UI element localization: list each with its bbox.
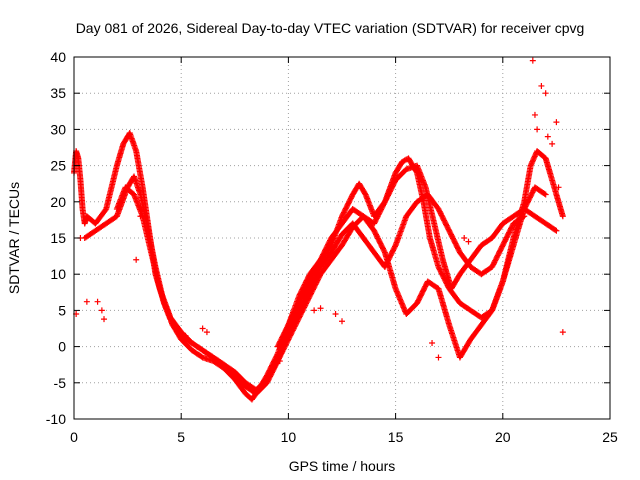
data-point — [461, 235, 468, 241]
y-tick-label: 30 — [50, 121, 66, 137]
data-point — [101, 316, 108, 323]
chart-title: Day 081 of 2026, Sidereal Day-to-day VTE… — [76, 20, 585, 36]
x-tick-label: 0 — [70, 429, 78, 445]
y-tick-label: 0 — [58, 339, 66, 355]
data-point — [317, 305, 324, 312]
y-tick-label: 35 — [50, 85, 66, 101]
x-tick-label: 10 — [281, 429, 297, 445]
y-tick-label: 40 — [50, 49, 66, 65]
data-point — [182, 332, 189, 339]
x-tick-label: 25 — [602, 429, 618, 445]
data-point — [531, 111, 538, 118]
data-point — [538, 82, 545, 89]
data-points — [71, 57, 566, 403]
y-tick-label: -10 — [46, 411, 66, 427]
data-point — [276, 358, 283, 365]
x-tick-label: 15 — [388, 429, 404, 445]
data-point — [435, 354, 442, 361]
data-point-interp — [541, 190, 548, 197]
data-point — [534, 126, 541, 133]
data-point — [94, 298, 101, 305]
y-tick-label: 15 — [50, 230, 66, 246]
data-point — [429, 339, 436, 346]
axis-ticks: -10 -5 0 5 10 15 20 25 30 35 40 0 5 10 15 20 25 — [46, 49, 618, 445]
data-point — [83, 298, 90, 305]
data-point — [332, 311, 339, 318]
x-tick-label: 5 — [177, 429, 185, 445]
data-point — [553, 119, 560, 126]
data-point-interp — [552, 226, 559, 233]
data-point — [529, 57, 536, 64]
x-axis-label: GPS time / hours — [289, 458, 396, 474]
grid-lines — [74, 57, 610, 419]
data-point — [199, 325, 206, 332]
data-point — [544, 133, 551, 140]
data-point — [137, 213, 144, 220]
data-point — [559, 213, 566, 220]
y-tick-label: 20 — [50, 194, 66, 210]
y-tick-label: 25 — [50, 158, 66, 174]
x-tick-label: 20 — [495, 429, 511, 445]
data-point-interp — [381, 248, 388, 255]
y-tick-label: 5 — [58, 302, 66, 318]
data-point — [542, 90, 549, 97]
data-point — [465, 238, 472, 245]
data-point — [339, 318, 345, 325]
y-tick-label: -5 — [54, 375, 67, 391]
data-point — [555, 184, 562, 191]
data-point — [98, 307, 105, 314]
data-point-interp — [391, 243, 398, 250]
data-point — [311, 307, 318, 314]
data-point — [203, 329, 210, 336]
data-point — [133, 256, 140, 263]
data-point — [549, 140, 556, 147]
y-tick-label: 10 — [50, 266, 66, 282]
data-point — [553, 227, 560, 234]
data-point — [559, 329, 566, 336]
data-point — [542, 191, 549, 198]
y-axis-label: SDTVAR / TECUs — [6, 182, 22, 294]
